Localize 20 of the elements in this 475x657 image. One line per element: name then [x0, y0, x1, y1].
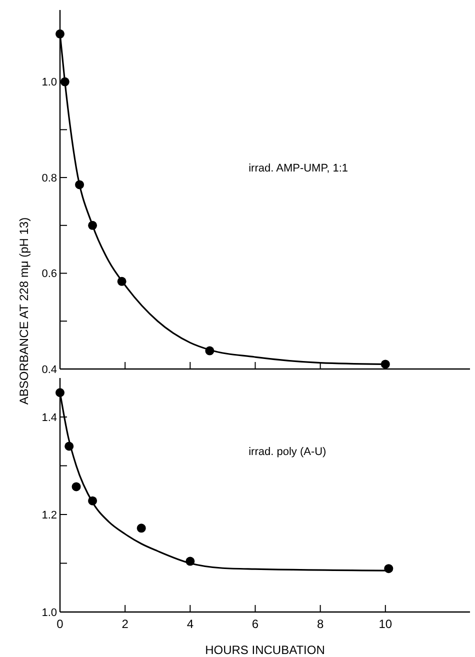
y-tick-label: 1.0	[42, 606, 57, 619]
point	[384, 564, 394, 574]
x-tick-label: 4	[186, 617, 194, 631]
x-tick-label: 0	[56, 617, 64, 631]
x-axis-title: HOURS INCUBATION	[205, 643, 325, 657]
x-tick-label: 8	[316, 617, 324, 631]
y-tick-label: 0.6	[42, 268, 57, 280]
point	[136, 524, 146, 533]
x-tick-label: 2	[122, 617, 129, 631]
text: irrad. poly (A-U)	[248, 446, 326, 458]
y-tick-label: 1.4	[42, 412, 57, 424]
x-tick-label: 10	[378, 617, 392, 631]
y-tick-label: 0.8	[42, 172, 57, 184]
y-tick-label: 0.4	[42, 364, 57, 376]
y-tick-label: 1.2	[42, 509, 57, 522]
y-tick-label: 1.0	[42, 76, 57, 89]
text: irrad. AMP-UMP, 1:1	[248, 162, 348, 175]
x-tick-label: 6	[252, 617, 259, 631]
y-axis-title: ABSORBANCE AT 228 mμ (pH 13)	[17, 217, 31, 405]
point	[72, 482, 81, 492]
